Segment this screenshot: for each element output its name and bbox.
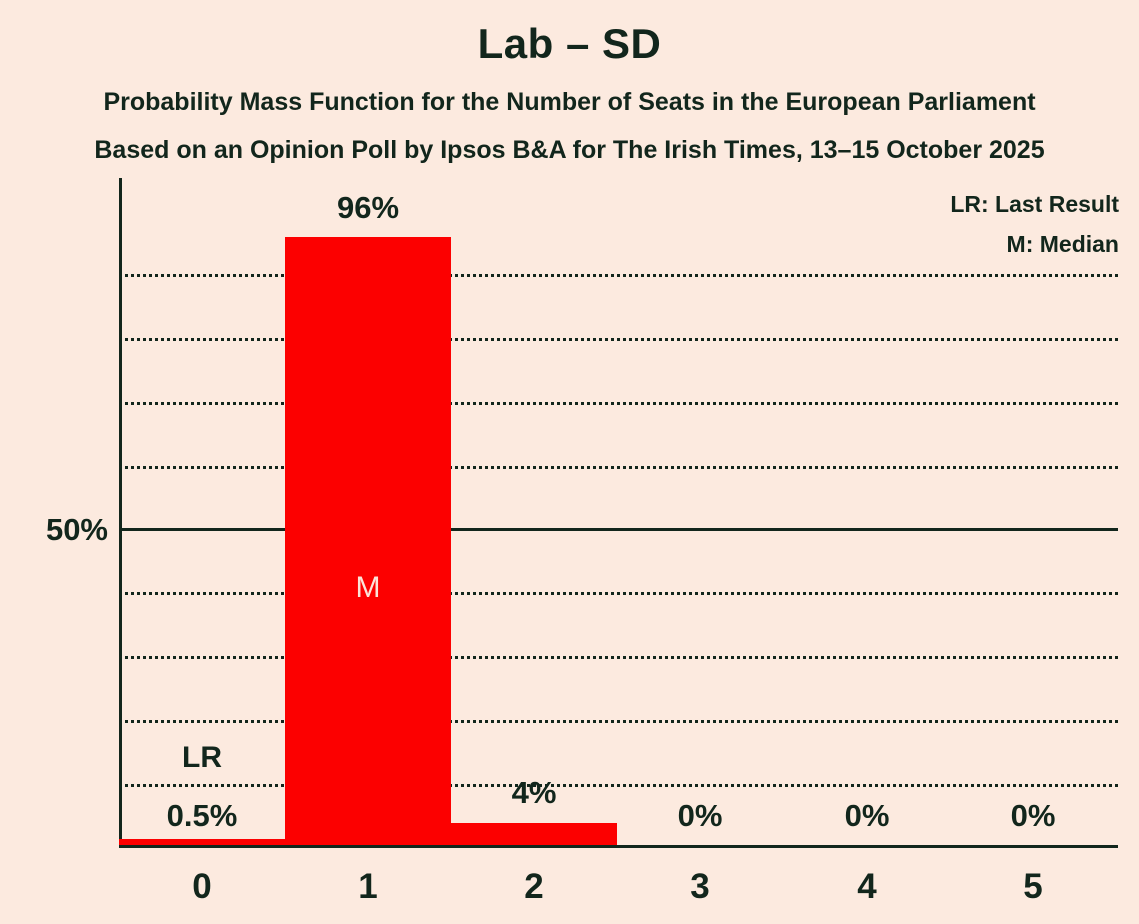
x-axis-tick-3: 3 [690,867,710,906]
x-axis-tick-0: 0 [192,867,212,906]
y-axis-line [119,178,122,847]
x-axis-tick-1: 1 [358,867,378,906]
last-result-marker: LR [182,741,222,774]
x-axis-line [119,845,1118,848]
chart-legend: LR: Last Result M: Median [950,184,1119,264]
bar-value-label-5: 0% [1010,798,1056,833]
bar-1[interactable]: M [285,237,451,845]
gridline-90 [119,274,1118,277]
gridline-60 [119,466,1118,469]
bar-0[interactable] [119,839,285,845]
bar-value-label-0: 0.5% [166,798,238,833]
bar-value-label-3: 0% [677,798,723,833]
bar-2[interactable] [451,823,617,845]
gridline-20 [119,720,1118,723]
x-axis-tick-5: 5 [1023,867,1043,906]
x-axis-tick-2: 2 [524,867,544,906]
y-axis-tick-label-50: 50% [45,512,108,547]
gridline-10 [119,784,1118,787]
bar-value-label-4: 0% [844,798,890,833]
gridline-30 [119,656,1118,659]
median-marker: M [355,571,381,604]
chart-subtitle: Probability Mass Function for the Number… [103,88,1036,116]
page-title: Lab – SD [477,20,662,67]
plot-area: M LR 0.5% 96% 4% 0% 0% 0% [119,178,1118,848]
gridline-50-major [119,528,1118,531]
bar-value-label-2: 4% [511,775,557,810]
chart-source-note: Based on an Opinion Poll by Ipsos B&A fo… [94,136,1045,164]
gridline-80 [119,338,1118,341]
gridline-40 [119,592,1118,595]
x-axis-tick-4: 4 [857,867,877,906]
legend-item-last-result: LR: Last Result [950,191,1119,217]
legend-item-median: M: Median [1006,231,1119,257]
gridline-70 [119,402,1118,405]
bar-value-label-1: 96% [336,190,400,225]
